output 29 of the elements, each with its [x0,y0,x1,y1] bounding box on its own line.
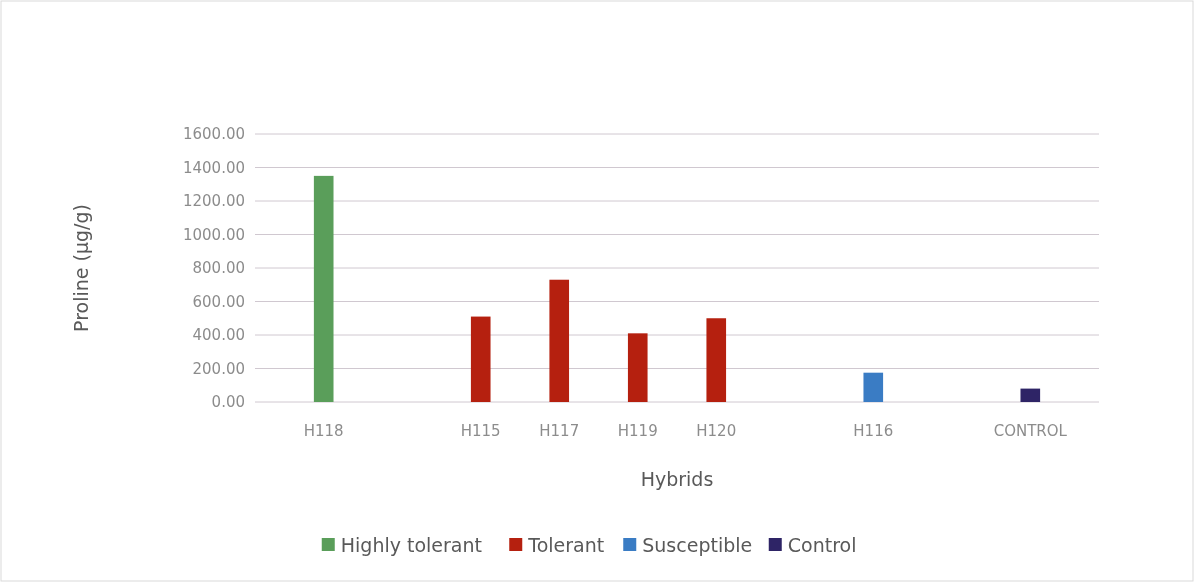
x-tick-label: H118 [303,422,344,440]
y-tick-label: 1000.00 [182,225,245,244]
bar [549,279,570,402]
bar [706,318,727,402]
legend-label: Highly tolerant [340,533,482,556]
bar [313,175,334,402]
x-axis-title: Hybrids [640,468,714,490]
x-tick-label: H115 [460,422,501,440]
legend-label: Control [787,533,857,556]
y-tick-label: 1600.00 [182,125,245,144]
x-tick-label: H116 [853,422,894,440]
y-tick-label: 1200.00 [182,192,245,211]
bar [1020,388,1041,402]
y-tick-label: 0.00 [211,393,245,412]
y-tick-label: 800.00 [192,259,245,278]
bar [863,372,884,402]
y-axis-title: Proline (µg/g) [70,204,92,332]
bar [627,333,648,402]
legend-label: Tolerant [527,533,605,556]
y-tick-label: 1400.00 [182,158,245,177]
x-tick-label: CONTROL [993,422,1068,440]
bar [470,316,491,402]
y-tick-label: 400.00 [192,326,245,345]
legend-label: Susceptible [642,533,753,556]
y-tick-label: 200.00 [192,359,245,378]
x-tick-label: H119 [617,422,658,440]
y-tick-label: 600.00 [192,292,245,311]
x-tick-label: H117 [539,422,580,440]
x-tick-label: H120 [696,422,737,440]
